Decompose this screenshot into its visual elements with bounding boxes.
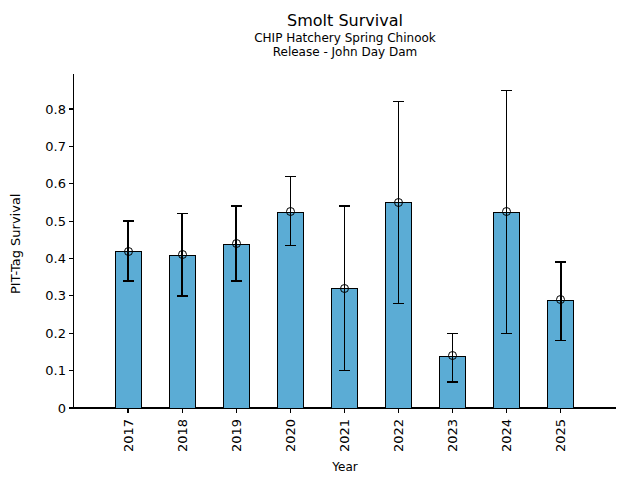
error-cap-lower-2022 <box>393 303 404 305</box>
y-tick-mark <box>69 146 73 147</box>
error-cap-lower-2019 <box>231 280 242 282</box>
error-cap-lower-2020 <box>285 245 296 247</box>
error-cap-lower-2025 <box>555 340 566 342</box>
point-marker-2022 <box>394 198 403 207</box>
point-marker-2019 <box>232 239 241 248</box>
y-tick-mark <box>69 295 73 296</box>
x-tick-label-2025: 2025 <box>553 419 568 452</box>
x-tick-mark <box>452 409 453 413</box>
y-tick-mark <box>69 183 73 184</box>
smolt-survival-figure: Smolt Survival CHIP Hatchery Spring Chin… <box>0 0 640 480</box>
x-tick-label-2020: 2020 <box>283 419 298 452</box>
error-cap-upper-2019 <box>231 205 242 207</box>
x-tick-mark <box>182 409 183 413</box>
point-marker-2017 <box>124 247 133 256</box>
x-tick-label-2022: 2022 <box>391 419 406 452</box>
error-cap-upper-2020 <box>285 176 296 178</box>
y-tick-mark <box>69 407 73 408</box>
error-cap-lower-2023 <box>447 381 458 383</box>
error-cap-upper-2017 <box>123 220 134 222</box>
error-cap-upper-2024 <box>501 90 512 92</box>
x-tick-mark <box>127 409 128 413</box>
error-cap-upper-2018 <box>177 213 188 215</box>
y-tick-label: 0.5 <box>26 214 66 229</box>
y-tick-label: 0.4 <box>26 251 66 266</box>
y-tick-label: 0.8 <box>26 102 66 117</box>
x-tick-mark <box>398 409 399 413</box>
x-tick-mark <box>236 409 237 413</box>
y-tick-mark <box>69 333 73 334</box>
x-tick-mark <box>344 409 345 413</box>
y-tick-mark <box>69 370 73 371</box>
point-marker-2018 <box>178 250 187 259</box>
y-tick-label: 0 <box>26 401 66 416</box>
error-cap-upper-2022 <box>393 101 404 103</box>
x-tick-label-2019: 2019 <box>229 419 244 452</box>
x-tick-label-2024: 2024 <box>499 419 514 452</box>
error-cap-upper-2023 <box>447 333 458 335</box>
y-tick-label: 0.7 <box>26 139 66 154</box>
y-tick-mark <box>69 108 73 109</box>
x-tick-label-2023: 2023 <box>445 419 460 452</box>
x-tick-mark <box>560 409 561 413</box>
error-cap-lower-2024 <box>501 333 512 335</box>
error-cap-lower-2021 <box>339 370 350 372</box>
y-tick-mark <box>69 258 73 259</box>
point-marker-2021 <box>340 284 349 293</box>
error-cap-lower-2018 <box>177 295 188 297</box>
error-cap-upper-2025 <box>555 261 566 263</box>
y-tick-label: 0.2 <box>26 326 66 341</box>
x-tick-mark <box>290 409 291 413</box>
x-tick-label-2017: 2017 <box>121 419 136 452</box>
plot-area: 0 0.1 0.2 0.3 0.4 0.5 0.6 0.7 0.8 2017 2018 2019 202… <box>0 0 640 480</box>
x-tick-label-2021: 2021 <box>337 419 352 452</box>
y-tick-label: 0.1 <box>26 363 66 378</box>
y-tick-mark <box>69 221 73 222</box>
x-tick-mark <box>506 409 507 413</box>
x-tick-label-2018: 2018 <box>175 419 190 452</box>
y-tick-label: 0.6 <box>26 176 66 191</box>
error-cap-lower-2017 <box>123 280 134 282</box>
error-cap-upper-2021 <box>339 205 350 207</box>
y-tick-label: 0.3 <box>26 288 66 303</box>
